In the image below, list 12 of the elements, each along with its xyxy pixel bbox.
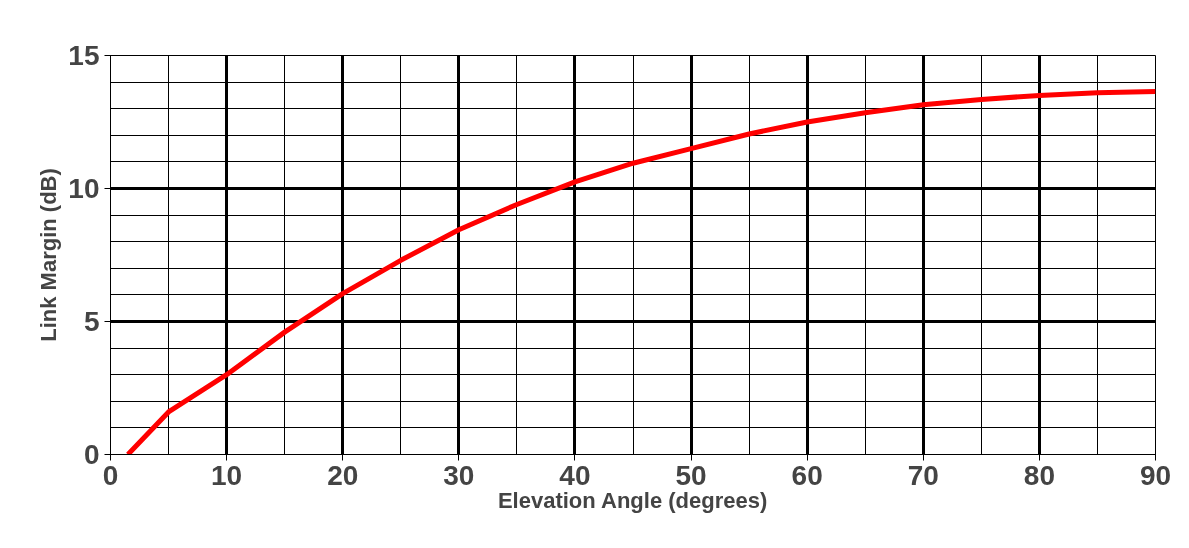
x-tick-label: 10 [211,459,243,491]
x-tick-label: 30 [443,459,475,491]
x-tick-label: 70 [907,459,939,491]
y-axis-title: Link Margin (dB) [36,168,62,342]
x-tick-label: 60 [791,459,823,491]
y-tick-label: 15 [68,40,100,71]
y-tick-label: 5 [83,306,100,337]
x-tick-label: 90 [1139,459,1172,491]
x-tick-label: 20 [327,459,359,491]
y-tick-label: 10 [68,173,100,204]
x-tick-label: 80 [1023,459,1055,491]
y-tick-label: 0 [83,439,100,470]
